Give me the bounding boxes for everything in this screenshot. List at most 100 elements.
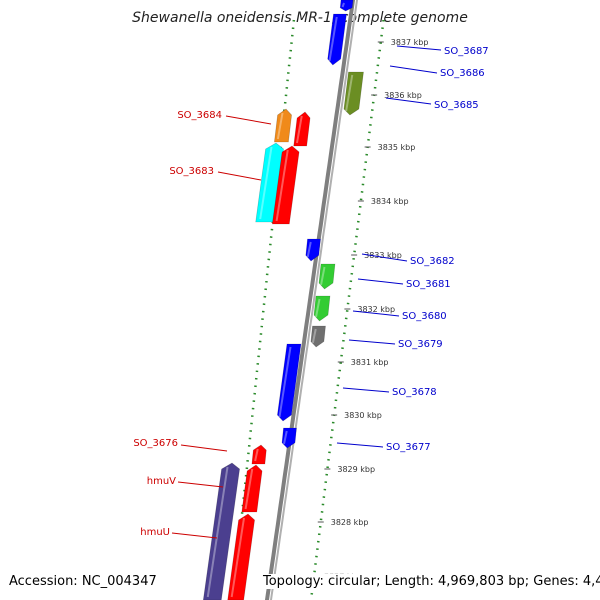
gene-label-text: SO_3676 xyxy=(133,438,178,449)
scale-tick: 3828 kbp xyxy=(317,518,368,527)
gene-label-text: SO_3686 xyxy=(440,68,485,79)
gene-label-text: SO_3685 xyxy=(434,100,479,111)
gene-highlight xyxy=(311,328,317,344)
topology-label: Topology: circular; Length: 4,969,803 bp… xyxy=(261,574,600,589)
gene-label-text: SO_3682 xyxy=(410,256,455,267)
gene-so-3683[interactable] xyxy=(255,142,284,223)
scale-tick: 3829 kbp xyxy=(324,465,375,474)
gene-label-text: SO_3687 xyxy=(444,46,489,57)
gene-label-text: SO_3678 xyxy=(392,387,437,398)
gene-so-3682[interactable] xyxy=(305,238,321,262)
gene-label-leader xyxy=(361,253,408,262)
gene-label-text: hmuU xyxy=(140,527,170,538)
gene-so-3679[interactable] xyxy=(310,325,326,348)
gene-label-so-3687[interactable]: SO_3687 xyxy=(396,45,489,57)
inner-dotted-ring xyxy=(231,19,296,600)
scale-tick-label: 3834 kbp xyxy=(371,197,409,206)
gene-highlight xyxy=(206,466,229,598)
map-title: Shewanella oneidensis MR-1, complete gen… xyxy=(132,10,468,26)
scale-tick: 3835 kbp xyxy=(364,143,416,152)
gene-label-leader xyxy=(396,45,442,51)
scale-tick: 3830 kbp xyxy=(331,411,382,420)
gene-highlight xyxy=(276,112,284,140)
gene-highlight xyxy=(259,146,273,220)
gene-label-leader xyxy=(177,481,224,488)
scale-tick-label: 3835 kbp xyxy=(378,143,416,152)
scale-tick-label: 3830 kbp xyxy=(344,411,382,420)
gene-so-3683-mate[interactable] xyxy=(271,145,300,225)
scale-tick: 3836 kbp xyxy=(371,91,422,100)
gene-highlight xyxy=(315,298,321,318)
accession-label: Accession: NC_004347 xyxy=(9,574,157,589)
gene-so-3684[interactable] xyxy=(274,108,292,143)
scale-tick-label: 3832 kbp xyxy=(357,305,395,314)
gene-highlight xyxy=(320,266,326,286)
gene-highlight xyxy=(341,2,345,8)
gene-label-leader xyxy=(352,310,400,317)
gene-highlight xyxy=(275,149,289,222)
gene-highlight xyxy=(306,241,312,258)
gene-so-3676[interactable] xyxy=(251,444,267,465)
scale-tick: 3834 kbp xyxy=(357,197,409,206)
gene-hmuu[interactable] xyxy=(227,513,255,600)
gene-label-leader xyxy=(225,115,272,125)
gene-label-hmuu[interactable]: hmuU xyxy=(140,527,218,539)
gene-label-text: hmuV xyxy=(147,476,176,487)
scale-tick-label: 3833 kbp xyxy=(364,251,402,260)
gene-label-so-3678[interactable]: SO_3678 xyxy=(342,387,437,398)
gene-label-so-3677[interactable]: SO_3677 xyxy=(336,442,431,453)
gene-so-3678[interactable] xyxy=(277,343,302,422)
gene-highlight xyxy=(254,448,259,462)
gene-label-so-3685[interactable]: SO_3685 xyxy=(385,97,479,111)
genes-layer xyxy=(202,0,364,600)
gene-label-text: SO_3684 xyxy=(177,110,222,121)
gene-label-so-3676[interactable]: SO_3676 xyxy=(133,438,228,452)
gene-label-leader xyxy=(389,65,438,74)
gene-label-text: SO_3680 xyxy=(402,311,447,322)
gene-label-leader xyxy=(336,442,384,448)
gene-label-leader xyxy=(342,387,390,393)
scale-tick: 3837 kbp xyxy=(377,38,429,47)
gene-so-3677[interactable] xyxy=(281,427,297,449)
gene-highlight xyxy=(230,517,245,598)
gene-hmuu-mate[interactable] xyxy=(202,462,240,600)
gene-label-so-3679[interactable]: SO_3679 xyxy=(348,339,443,350)
scale-tick-label: 3831 kbp xyxy=(351,358,389,367)
gene-highlight xyxy=(295,115,303,144)
gene-so-3681[interactable] xyxy=(318,263,336,290)
gene-label-so-3686[interactable]: SO_3686 xyxy=(389,65,485,79)
scale-tick-label: 3836 kbp xyxy=(384,91,422,100)
scale-tick-label: 3829 kbp xyxy=(337,465,375,474)
rings-layer xyxy=(231,0,385,600)
gene-label-so-3683[interactable]: SO_3683 xyxy=(169,166,262,181)
gene-so-3680[interactable] xyxy=(313,295,331,322)
gene-so-3687[interactable] xyxy=(339,0,354,12)
gene-so-3684-mate[interactable] xyxy=(293,111,311,147)
gene-label-so-3680[interactable]: SO_3680 xyxy=(352,310,447,322)
gene-label-so-3681[interactable]: SO_3681 xyxy=(357,278,451,290)
gene-highlight xyxy=(244,468,254,510)
scale-tick: 3833 kbp xyxy=(351,251,402,260)
gene-label-leader xyxy=(385,97,432,105)
gene-highlight xyxy=(278,346,292,418)
gene-label-text: SO_3677 xyxy=(386,442,431,453)
gene-label-hmuv[interactable]: hmuV xyxy=(147,476,224,488)
gene-label-text: SO_3683 xyxy=(169,166,214,177)
scale-tick: 3831 kbp xyxy=(337,358,389,367)
gene-so-3686[interactable] xyxy=(327,13,347,66)
backbone-line xyxy=(264,0,356,600)
gene-label-so-3684[interactable]: SO_3684 xyxy=(177,110,272,125)
scale-tick-label: 3837 kbp xyxy=(391,38,429,47)
gene-label-leader xyxy=(217,171,262,181)
gene-label-so-3682[interactable]: SO_3682 xyxy=(361,253,455,267)
gene-label-text: SO_3679 xyxy=(398,339,443,350)
gene-hmuv[interactable] xyxy=(241,464,263,513)
gene-label-leader xyxy=(180,444,228,452)
scale-tick: 3832 kbp xyxy=(344,305,395,314)
gene-label-leader xyxy=(171,532,218,539)
gene-so-3685[interactable] xyxy=(343,71,364,116)
gene-label-text: SO_3681 xyxy=(406,279,451,290)
gene-label-leader xyxy=(357,278,404,285)
gene-label-leader xyxy=(348,339,396,345)
